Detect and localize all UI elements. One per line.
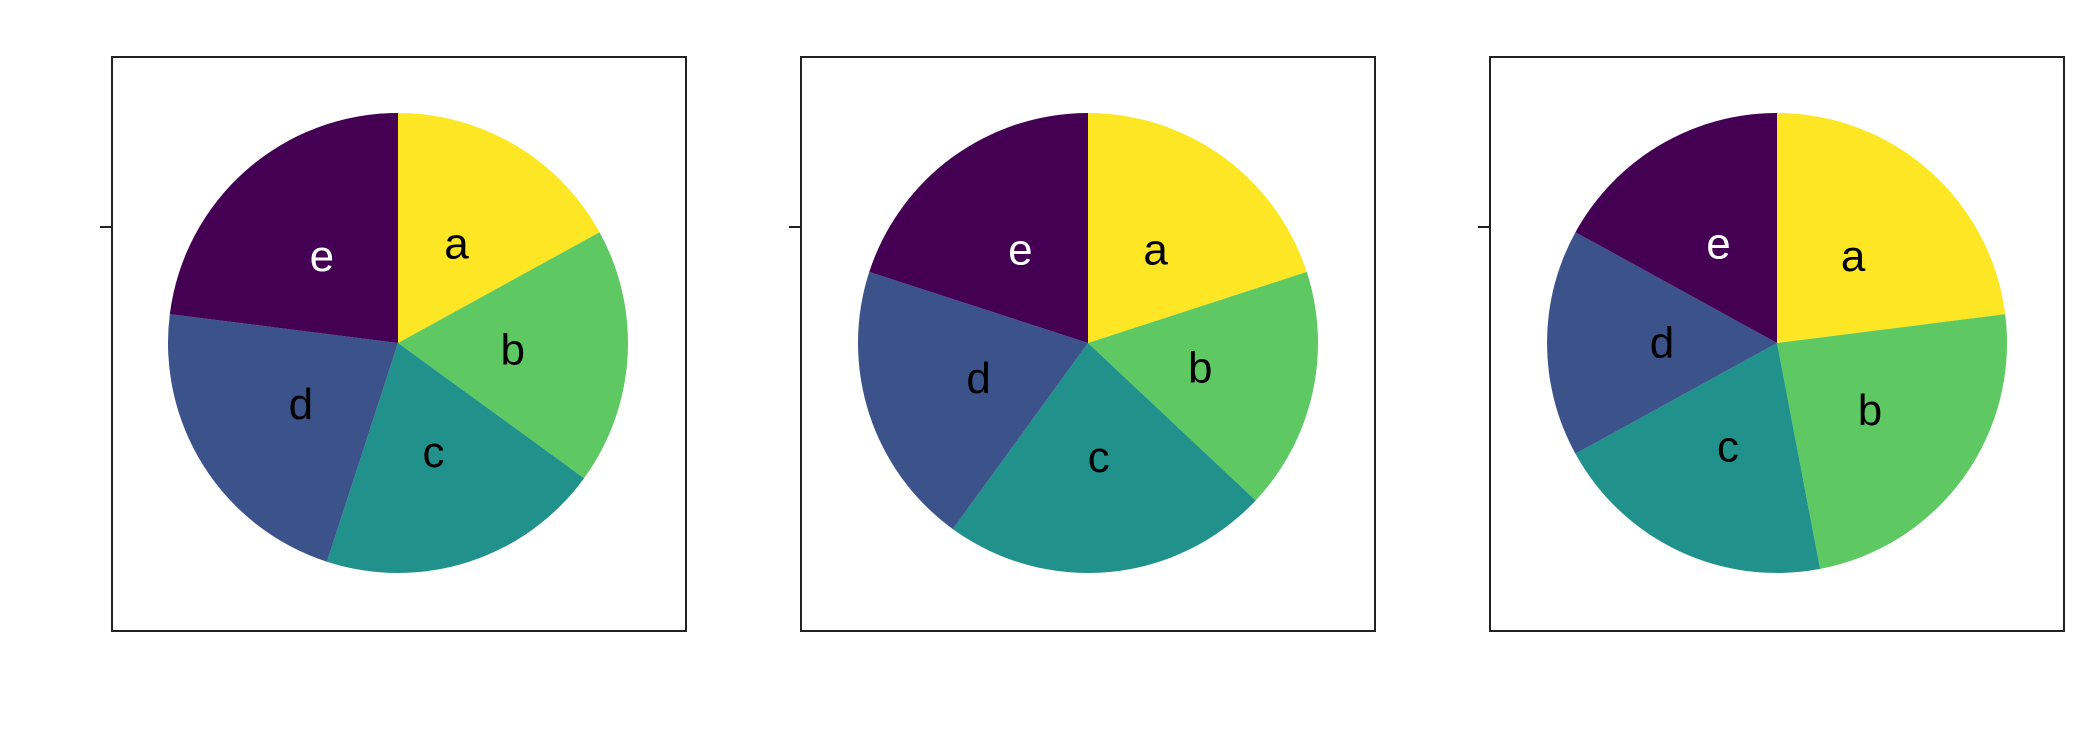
pie-panel-3: a b c d e <box>1478 56 2065 632</box>
panel-frame <box>800 56 1376 632</box>
pie-slice-a <box>398 113 600 343</box>
slice-label-a: a <box>1841 232 1866 281</box>
slice-label-e: e <box>1008 226 1032 275</box>
slice-label-a: a <box>444 220 469 269</box>
slice-label-c: c <box>423 428 445 477</box>
pie-slice-b <box>398 232 628 479</box>
panel-frame <box>111 56 687 632</box>
slice-label-b: b <box>501 326 525 375</box>
slice-label-a: a <box>1143 226 1168 275</box>
pie-slice-e <box>1575 113 1777 343</box>
pie-slice-d <box>858 271 1088 530</box>
slice-label-d: d <box>1650 319 1674 368</box>
pie-slice-a <box>1777 113 2006 343</box>
pie-slice-e <box>169 113 398 343</box>
pie-slice-d <box>167 314 398 562</box>
slice-label-c: c <box>1717 423 1739 472</box>
pie-slice-b <box>1777 314 2008 569</box>
pie-slice-e <box>869 113 1088 343</box>
slice-label-c: c <box>1088 433 1110 482</box>
pie-panel-2: a b c d e <box>789 56 1376 632</box>
pie-slice-b <box>1088 271 1318 501</box>
slice-label-d: d <box>289 380 313 429</box>
pie-panel-1: a b c d e <box>100 56 687 632</box>
slice-label-b: b <box>1188 344 1212 393</box>
pie-slice-c <box>326 343 585 573</box>
pie-slice-a <box>1088 113 1307 343</box>
slice-label-d: d <box>966 354 990 403</box>
pie-slice-c <box>1575 343 1821 574</box>
slice-label-e: e <box>310 232 334 281</box>
slice-label-e: e <box>1706 220 1730 269</box>
pie-slice-d <box>1547 232 1777 454</box>
panel-frame <box>1489 56 2065 632</box>
pie-slice-c <box>952 343 1256 573</box>
slice-label-b: b <box>1858 386 1882 435</box>
